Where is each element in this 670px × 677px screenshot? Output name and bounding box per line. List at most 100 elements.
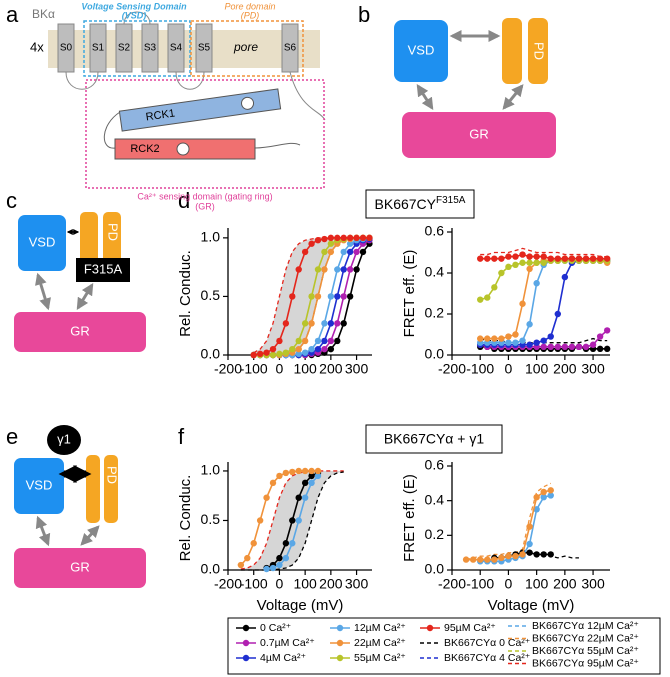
data-point <box>308 472 315 480</box>
data-point <box>269 479 277 487</box>
x-axis-label: Voltage (mV) <box>257 597 344 614</box>
x-tick-label: 200 <box>319 576 343 592</box>
data-point <box>276 472 283 480</box>
legend-label: BK667CYα 0 Ca²⁺ <box>444 637 531 649</box>
data-point <box>540 494 547 501</box>
y-axis-label: FRET eff. (E) <box>401 474 418 562</box>
data-point <box>327 293 335 300</box>
data-point <box>321 248 328 256</box>
vsd-block <box>394 20 448 82</box>
y-tick-label: 1.0 <box>201 462 221 478</box>
data-point <box>596 333 604 340</box>
data-point <box>301 479 309 487</box>
data-point <box>295 350 302 358</box>
data-point <box>505 339 512 346</box>
panel-title: BK667CYα + γ1 <box>384 431 485 447</box>
data-point <box>540 551 547 558</box>
data-point <box>308 293 315 300</box>
data-point <box>250 351 257 359</box>
data-point <box>314 237 322 244</box>
legend-marker <box>336 624 344 632</box>
data-point <box>289 345 296 353</box>
data-point <box>263 494 270 501</box>
data-point <box>603 255 611 262</box>
data-point <box>301 320 309 327</box>
data-point <box>295 266 302 273</box>
data-point <box>547 343 554 350</box>
pore-label: pore <box>233 40 258 54</box>
gr-label: GR <box>469 126 489 141</box>
data-point <box>327 248 335 256</box>
data-point <box>301 349 309 356</box>
x-tick-label: -100 <box>240 361 268 377</box>
y-tick-label: 0.6 <box>425 457 445 473</box>
data-point <box>505 253 512 260</box>
data-point <box>462 556 470 563</box>
data-point <box>327 240 335 247</box>
data-point <box>505 552 512 560</box>
data-point <box>321 235 328 243</box>
plot: 0.0 0.5 1.0 -200-100 0 100 200 300 Rel. Conduc. V… <box>177 462 372 614</box>
rck1 <box>118 88 282 132</box>
data-point <box>554 310 562 318</box>
data-point <box>547 487 554 494</box>
data-point <box>498 269 505 277</box>
data-point <box>526 321 533 328</box>
data-point <box>301 248 309 256</box>
data-point <box>263 565 270 573</box>
data-point <box>353 234 360 242</box>
segment-label: S1 <box>92 43 105 54</box>
fit-line <box>465 482 552 561</box>
data-point <box>512 552 519 560</box>
x-tick-label: 200 <box>553 361 577 377</box>
data-point <box>308 240 315 247</box>
diagram-a: BKα 4x S0 S1 S2 S3 S4 S5 S6 pore Voltage… <box>30 1 326 211</box>
gr-label: Ca²⁺ sensing domain (gating ring) <box>137 191 272 201</box>
data-point <box>269 351 277 359</box>
y-tick-label: 0.0 <box>201 346 221 362</box>
data-point <box>314 337 322 345</box>
data-point <box>498 335 505 342</box>
legend-label: 4µM Ca²⁺ <box>260 652 306 664</box>
data-point <box>256 350 264 358</box>
data-point <box>526 549 533 556</box>
gr-abbr: (GR) <box>195 201 215 211</box>
data-point <box>308 320 315 327</box>
data-point <box>250 540 257 547</box>
segment-label: S5 <box>198 43 211 54</box>
pd-box <box>190 20 304 77</box>
data-point <box>484 556 491 563</box>
data-point <box>282 469 290 477</box>
data-point <box>346 240 354 247</box>
rck1-label: RCK1 <box>145 107 176 123</box>
data-point <box>359 234 367 242</box>
y-axis-label: FRET eff. (E) <box>401 250 418 338</box>
data-point <box>603 327 611 334</box>
data-point <box>301 467 309 475</box>
data-point <box>526 265 533 273</box>
data-point <box>582 255 590 262</box>
fit-line <box>240 471 344 571</box>
mutation-label: F315A <box>84 261 123 276</box>
pd-label: PD <box>532 42 547 60</box>
x-tick-label: -200 <box>214 576 242 592</box>
data-point <box>269 345 277 353</box>
data-point <box>321 345 328 353</box>
gr-block <box>14 548 146 588</box>
data-point <box>533 259 540 266</box>
plot: 0.0 0.2 0.4 0.6 -200 -100 0 100 200 300 FRET eff. … <box>401 457 610 614</box>
data-point <box>308 345 315 353</box>
vsd-label: VSD <box>29 234 56 249</box>
segment <box>89 23 107 73</box>
pd-abbr: (PD) <box>241 10 260 20</box>
data-point <box>498 554 505 562</box>
diagram-c: VSD PD F315A GR <box>14 212 146 352</box>
y-tick-label: 0.2 <box>425 526 445 542</box>
panel-label: c <box>6 188 17 213</box>
x-tick-label: 200 <box>319 361 343 377</box>
segment-label: S4 <box>170 43 183 54</box>
title-sup: F315A <box>436 195 466 206</box>
data-point <box>491 335 498 342</box>
plot: 0.0 0.5 1.0 -200-100 0 100 200 300 Rel. Conduc. <box>177 228 373 377</box>
